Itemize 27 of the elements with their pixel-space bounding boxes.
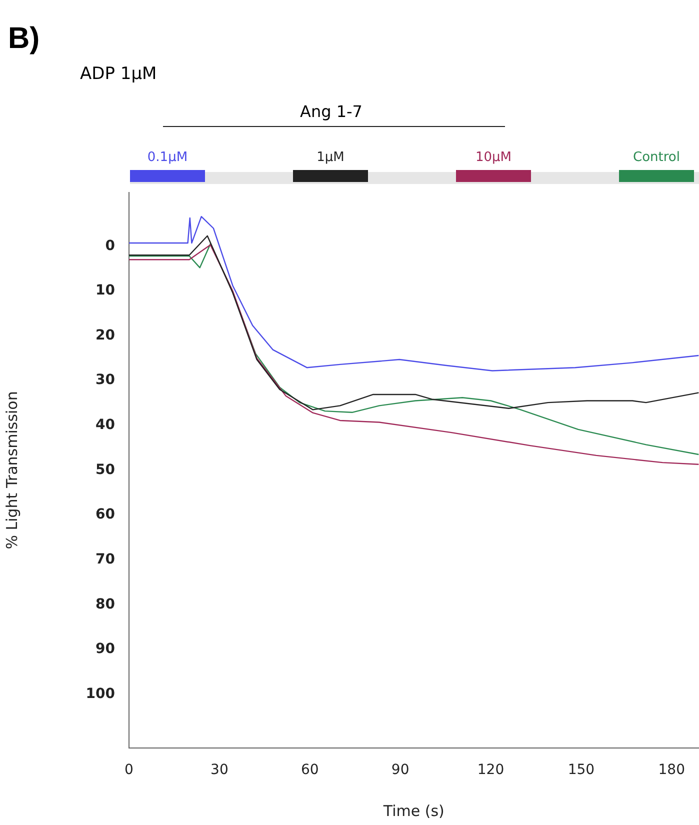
x-axis-title: Time (s): [382, 802, 444, 820]
y-tick-label: 60: [96, 506, 116, 523]
y-tick-label: 80: [96, 596, 116, 612]
y-tick-label: 70: [96, 551, 116, 568]
x-tick-label: 30: [210, 762, 228, 778]
x-tick-label: 150: [568, 762, 595, 778]
text: B): [8, 22, 40, 56]
text: 0.1μM: [147, 150, 188, 166]
x-tick-label: 180: [658, 762, 686, 778]
y-axis-title: % Light Transmission: [2, 391, 21, 550]
text: Ang 1-7: [300, 102, 362, 121]
y-tick-label: 90: [96, 641, 116, 658]
x-tick-label: 90: [391, 762, 410, 778]
x-tick-label: 60: [300, 762, 319, 778]
y-tick-label: 40: [96, 417, 116, 434]
text: Control: [633, 150, 680, 166]
x-tick-label: 0: [124, 762, 134, 778]
y-tick-label: 20: [96, 327, 116, 344]
y-tick-label: 10: [96, 282, 116, 299]
text: ADP 1μM: [80, 64, 157, 84]
x-tick-label: 120: [477, 762, 504, 778]
text: 1μM: [316, 150, 344, 166]
y-tick-label: 30: [96, 372, 116, 388]
y-tick-label: 100: [86, 686, 116, 702]
y-tick-label: 0: [105, 238, 116, 254]
text: 10μM: [475, 150, 512, 166]
y-tick-label: 50: [96, 462, 116, 478]
